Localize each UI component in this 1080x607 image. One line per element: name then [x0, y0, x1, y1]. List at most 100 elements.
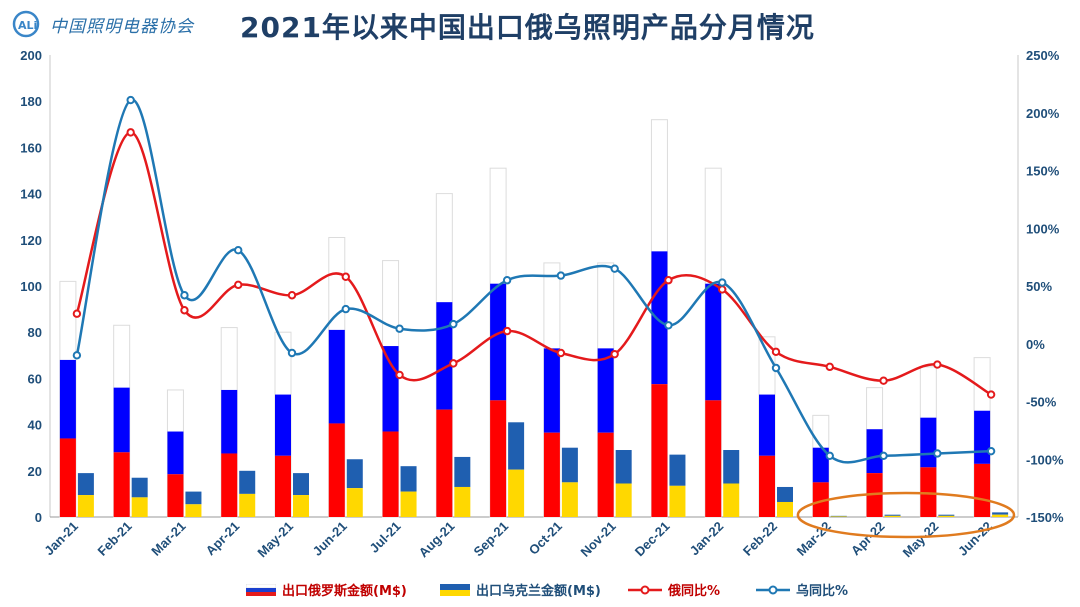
russia-bar-lower: [759, 455, 775, 517]
ukraine-bar-lower: [777, 501, 793, 517]
ukraine-bar-lower: [77, 495, 94, 517]
ukraine-yoy-point: [287, 348, 297, 358]
right-tick-label: 100%: [1026, 221, 1060, 236]
legend-russia-yoy: 俄同比%: [628, 580, 720, 599]
ukraine-bar-lower: [992, 514, 1009, 517]
ukraine-bar-lower: [508, 469, 525, 517]
left-tick-label: 100: [20, 279, 42, 294]
ukraine-bar-upper: [454, 456, 471, 487]
ukraine-bar-upper: [884, 514, 901, 516]
highlight-ellipse: [796, 491, 1016, 539]
ukraine-bar-lower: [454, 486, 471, 517]
logo-text: 中国照明电器协会: [50, 16, 194, 37]
ukraine-bar-upper: [400, 466, 417, 492]
left-tick-label: 20: [28, 464, 42, 479]
x-tick-label: Jan-22: [687, 519, 727, 559]
russia-bar-lower: [275, 455, 291, 517]
ukraine-yoy-line: [75, 98, 992, 464]
russia-bar-lower: [543, 432, 560, 517]
x-tick-label: Mar-22: [794, 519, 834, 559]
russia-yoy-point: [502, 326, 512, 336]
ukraine-bar-upper: [615, 450, 632, 484]
ukraine-bar-upper: [992, 512, 1009, 515]
x-tick-label: Feb-21: [95, 519, 135, 559]
x-tick-label: May-21: [254, 519, 296, 561]
ukraine-yoy-point: [610, 264, 619, 273]
ukraine-yoy-point: [180, 291, 189, 300]
ukraine-yoy-point: [341, 304, 350, 314]
russia-bar-lower: [221, 453, 238, 517]
ukraine-bar-lower: [239, 493, 256, 517]
ukraine-yoy-point: [502, 276, 512, 285]
logo: ALi 中国照明电器协会: [12, 8, 194, 40]
russia-yoy-point: [664, 276, 673, 285]
russia-yoy-point: [718, 285, 727, 294]
russia-bar-lower: [59, 438, 76, 517]
legend-label: 出口俄罗斯金额(M$): [282, 584, 407, 599]
right-tick-label: 50%: [1026, 279, 1052, 294]
russia-bar-upper: [328, 329, 345, 424]
russia-yoy-point: [126, 128, 135, 137]
russia-bar-upper: [543, 348, 560, 433]
legend-russia-amount: 出口俄罗斯金额(M$): [246, 580, 407, 599]
russia-bar-upper: [866, 429, 883, 474]
x-tick-label: Dec-21: [632, 519, 673, 560]
ukraine-bar-lower: [346, 488, 363, 517]
x-tick-label: Apr-21: [203, 519, 243, 559]
russia-yoy-point: [180, 306, 189, 315]
ukraine-yoy-point: [395, 324, 404, 333]
russia-bar-lower: [597, 432, 614, 517]
left-tick-label: 140: [20, 187, 42, 202]
x-tick-label: Jan-21: [41, 519, 81, 559]
russia-bar-lower: [705, 400, 722, 517]
russia-bar-lower: [436, 409, 453, 517]
x-tick-label: Nov-21: [578, 519, 619, 560]
russia-bar-lower: [974, 463, 991, 517]
x-tick-label: Jun-21: [310, 519, 350, 559]
x-tick-label: Sep-21: [470, 519, 511, 560]
svg-text:ALi: ALi: [18, 19, 37, 32]
russia-bar-upper: [974, 410, 991, 464]
left-tick-label: 60: [28, 371, 42, 386]
ukraine-bar-lower: [830, 516, 847, 517]
russia-yoy-point: [986, 390, 996, 399]
ukraine-bar-lower: [185, 504, 202, 517]
russia-yoy-point: [879, 376, 888, 385]
right-tick-label: -100%: [1026, 452, 1064, 467]
russia-bar-lower: [651, 384, 668, 517]
russia-bar-upper: [436, 302, 453, 410]
russia-bar-upper: [597, 348, 614, 433]
ukraine-bar-upper: [561, 447, 578, 483]
left-tick-label: 120: [20, 233, 42, 248]
x-tick-label: May-22: [900, 519, 942, 561]
ukraine-bar-lower: [561, 482, 578, 517]
chart-title: 2021年以来中国出口俄乌照明产品分月情况: [240, 11, 815, 44]
ukraine-yoy-point: [72, 351, 82, 360]
ukraine-bar-lower: [938, 515, 955, 517]
russia-bar-upper: [812, 447, 829, 483]
russia-yoy-point: [449, 359, 458, 368]
russia-bar-lower: [812, 482, 829, 517]
ukraine-yoy-point: [879, 451, 888, 460]
russia-bar-lower: [490, 400, 507, 517]
left-tick-label: 80: [28, 325, 42, 340]
russia-bar-upper: [113, 387, 130, 453]
legend-ukraine-amount: 出口乌克兰金额(M$): [440, 580, 601, 599]
ukraine-bar-lower: [400, 491, 417, 517]
legend-label: 俄同比%: [668, 584, 721, 599]
right-tick-label: 150%: [1026, 164, 1060, 179]
right-tick-label: -150%: [1026, 510, 1064, 525]
ukraine-bar-lower: [131, 497, 148, 517]
russia-yoy-point: [610, 349, 619, 359]
logo-mark-icon: ALi: [12, 10, 40, 38]
right-tick-label: -50%: [1026, 395, 1057, 410]
ukraine-bar-upper: [77, 473, 94, 496]
russia-bar-upper: [705, 283, 722, 401]
ukraine-flag-swatch-icon: [440, 583, 470, 596]
russia-bar-lower: [167, 474, 184, 517]
russia-bar-lower: [382, 431, 399, 517]
left-tick-label: 200: [20, 48, 42, 63]
ukraine-bar-upper: [131, 477, 148, 498]
right-tick-label: 200%: [1026, 106, 1060, 121]
